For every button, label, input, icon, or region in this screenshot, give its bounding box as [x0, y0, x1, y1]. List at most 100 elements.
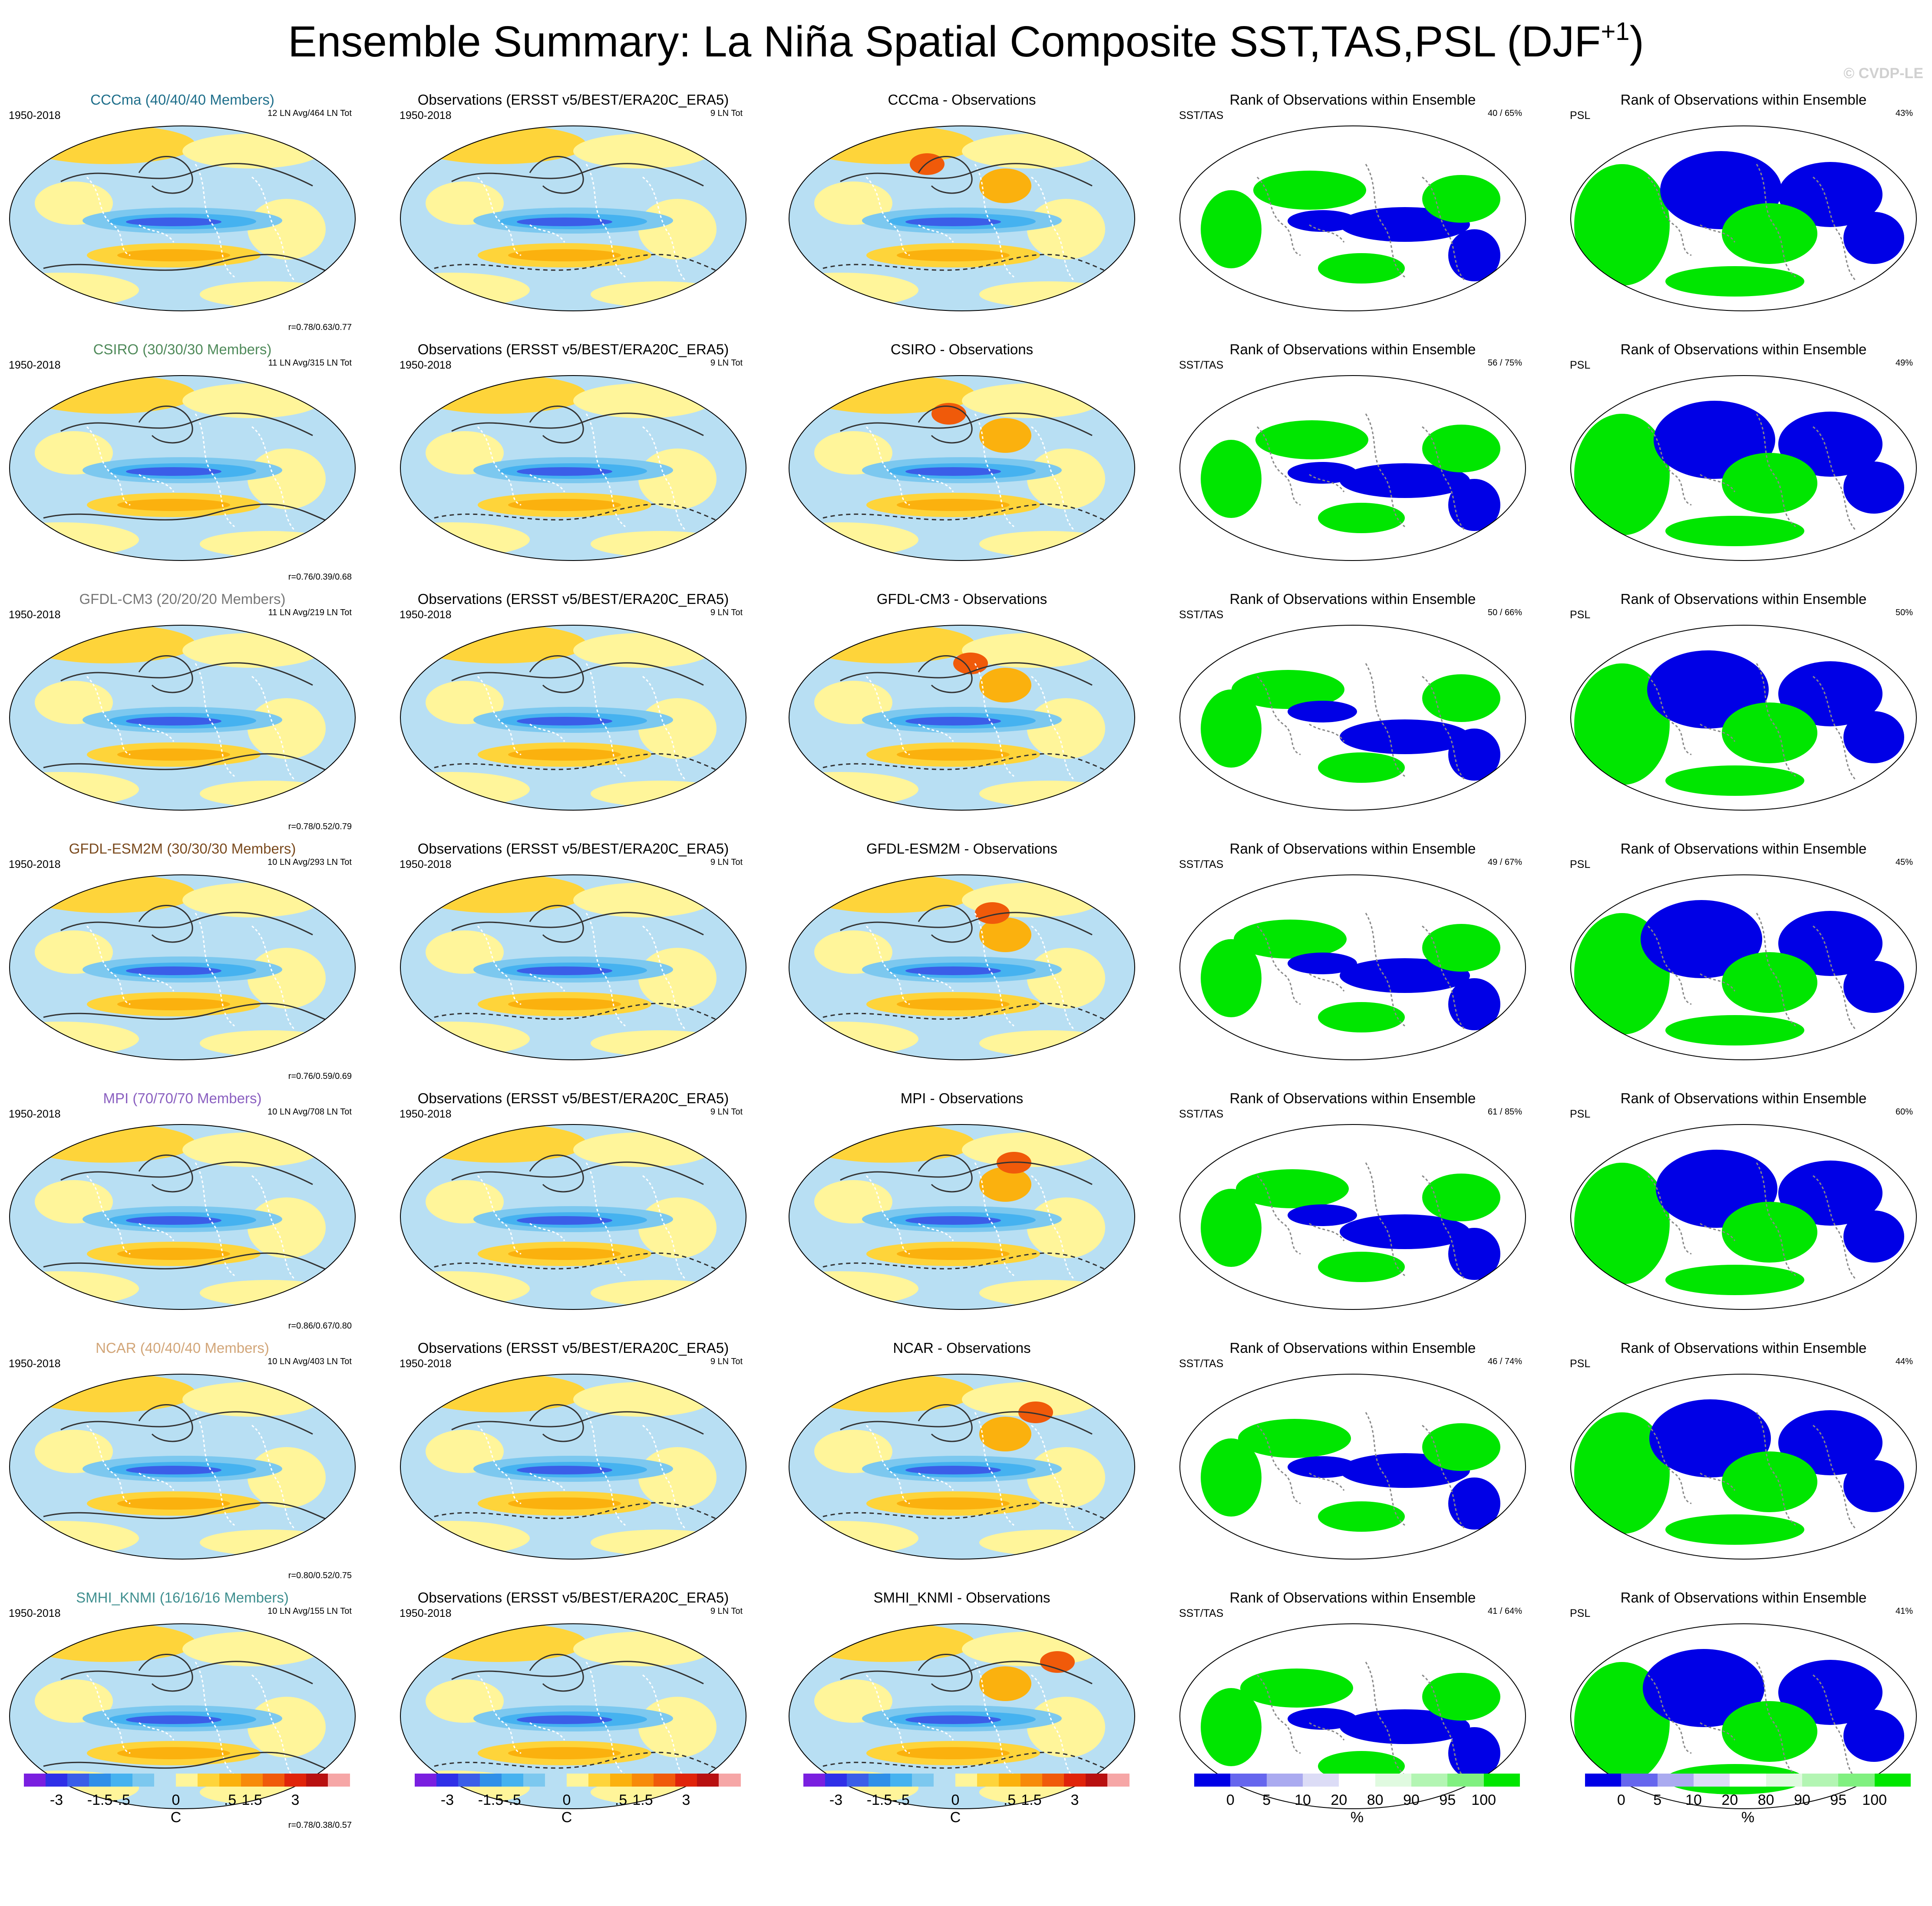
rank-region	[1665, 765, 1804, 796]
colorbar-swatch	[1621, 1774, 1658, 1787]
model-map	[9, 1374, 356, 1560]
anomaly-region	[1027, 1697, 1105, 1758]
panel-title: Rank of Observations within Ensemble	[1620, 841, 1867, 857]
anomaly-region	[638, 199, 717, 260]
anomaly-region	[248, 1697, 326, 1758]
coastline	[1031, 1674, 1076, 1780]
model-map	[9, 874, 356, 1060]
anomaly-region	[1018, 1401, 1053, 1423]
coastline	[195, 1162, 235, 1276]
anomaly-region	[248, 199, 326, 260]
coastline	[1365, 913, 1405, 1027]
rank-region	[1422, 175, 1500, 223]
rank-region	[1422, 674, 1500, 722]
panel-title: Rank of Observations within Ensemble	[1620, 591, 1867, 607]
colorbar-tick-label: -.5	[113, 1792, 130, 1808]
anomaly-region	[508, 499, 621, 511]
rank-region	[1448, 229, 1500, 281]
coastline	[1309, 474, 1345, 492]
rank-region	[1422, 1423, 1500, 1471]
panel-variable-label: SST/TAS	[1179, 109, 1224, 122]
panel-period: 1950-2018	[9, 858, 61, 871]
anomaly-region	[905, 966, 1001, 975]
panel-title: NCAR (40/40/40 Members)	[96, 1340, 269, 1356]
anomaly-region	[897, 1248, 1010, 1260]
anomaly-region	[426, 1679, 504, 1723]
anomaly-region	[979, 917, 1031, 952]
panel-correlation: r=0.76/0.59/0.69	[288, 1072, 352, 1081]
map-outline	[400, 125, 746, 311]
map-outline	[9, 1623, 356, 1809]
anomaly-region	[897, 249, 1010, 261]
rank-psl-map	[1570, 874, 1917, 1060]
coastline	[918, 723, 954, 742]
panel-title: Rank of Observations within Ensemble	[1229, 1090, 1476, 1106]
panel-percent: 60%	[1895, 1107, 1913, 1117]
colorbar-swatch	[1447, 1774, 1484, 1787]
map-outline	[1570, 874, 1917, 1060]
anomaly-region	[638, 698, 717, 759]
coastline	[139, 973, 175, 992]
anomaly-region	[426, 1430, 504, 1473]
rank-region	[1422, 425, 1500, 472]
anomaly-region	[117, 998, 230, 1010]
anomaly-region	[117, 499, 230, 511]
contour-line	[434, 1751, 721, 1771]
anomaly-region	[117, 1747, 230, 1759]
coastline	[918, 1722, 954, 1741]
rank-region	[1778, 412, 1882, 477]
colorbar-swatch	[46, 1774, 68, 1787]
rank-region	[1778, 1161, 1882, 1226]
anomaly-region	[905, 1216, 1001, 1225]
colorbar-swatch	[588, 1774, 611, 1787]
map-outline	[1570, 625, 1917, 811]
anomaly-region	[248, 1197, 326, 1258]
panel-obs: Observations (ERSST v5/BEST/ERA20C_ERA5)…	[391, 840, 756, 1083]
colorbar-tick-label: 90	[1403, 1792, 1420, 1808]
colorbar-swatch	[523, 1774, 545, 1787]
rank-region	[1843, 462, 1904, 514]
coastline	[1031, 925, 1076, 1031]
map-outline	[9, 375, 356, 561]
coastline	[1756, 413, 1796, 528]
contour-line	[138, 156, 193, 194]
rank-region	[1422, 1174, 1500, 1221]
coastline	[1756, 663, 1796, 777]
colorbar-unit: %	[1350, 1809, 1364, 1826]
anomaly-region	[508, 1497, 621, 1510]
colorbar-swatch	[654, 1774, 676, 1787]
coastline	[585, 1412, 626, 1526]
anomaly-region	[248, 448, 326, 509]
coastline	[974, 413, 1014, 528]
panel-obs: Observations (ERSST v5/BEST/ERA20C_ERA5)…	[391, 341, 756, 584]
anomaly-region	[508, 1248, 621, 1260]
colorbar-swatch	[1411, 1774, 1448, 1787]
panel-title: GFDL-ESM2M (30/30/30 Members)	[69, 841, 296, 857]
panel-period: 1950-2018	[400, 858, 452, 871]
panel-title: Observations (ERSST v5/BEST/ERA20C_ERA5)	[417, 341, 729, 357]
anomaly-region	[814, 431, 892, 475]
anomaly-region	[200, 531, 339, 557]
colorbar-swatch	[1874, 1774, 1911, 1787]
panel-correlation: r=0.78/0.38/0.57	[288, 1820, 352, 1830]
model-map	[9, 375, 356, 561]
anomaly-region	[200, 781, 339, 807]
anomaly-region	[126, 218, 221, 226]
colorbar-swatch	[697, 1774, 719, 1787]
rank-region	[1340, 719, 1470, 754]
panel-obs: Observations (ERSST v5/BEST/ERA20C_ERA5)…	[391, 91, 756, 334]
coastline	[1031, 676, 1076, 782]
contour-line	[822, 254, 1110, 274]
panel-title: CSIRO - Observations	[890, 341, 1034, 357]
colorbar-swatch	[67, 1774, 89, 1787]
obs-map	[400, 375, 746, 561]
colorbar-swatch	[1339, 1774, 1376, 1787]
diff-map	[789, 1374, 1135, 1560]
anomaly-region	[200, 1030, 339, 1056]
anomaly-region	[905, 717, 1001, 725]
colorbar-swatch	[1107, 1774, 1129, 1787]
colorbar-swatch	[1042, 1774, 1064, 1787]
watermark: © CVDP-LE	[1843, 65, 1923, 82]
rank-region	[1574, 1412, 1670, 1534]
panel-rank-sst: Rank of Observations within Ensemble SST/…	[1170, 840, 1535, 1083]
